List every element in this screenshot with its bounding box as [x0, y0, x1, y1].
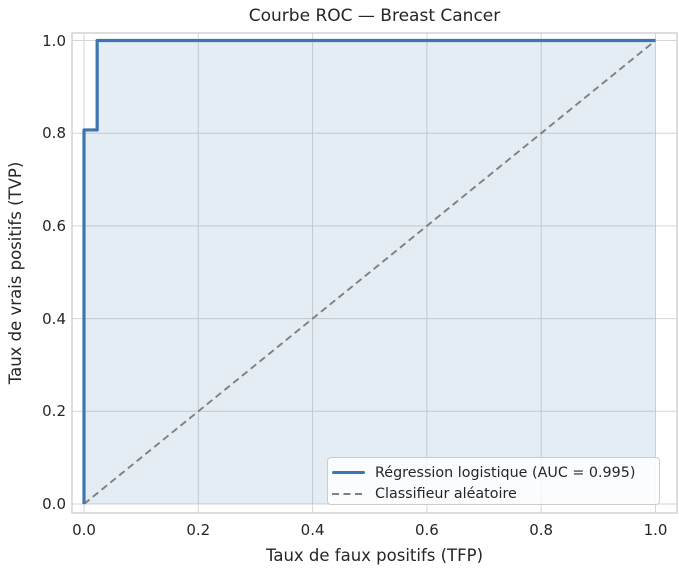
random-classifier-line	[83, 39, 657, 505]
roc-curve-line	[82, 38, 656, 504]
legend-solid-line-sample	[332, 470, 365, 475]
y-tick-label: 0.2	[42, 402, 66, 421]
x-tick-label: 1.0	[643, 521, 668, 539]
legend-entry-logistic-regression: Régression logistique (AUC = 0.995)	[332, 462, 659, 483]
chart-title: Courbe ROC — Breast Cancer	[248, 6, 501, 26]
x-tick-label: 0.6	[414, 521, 439, 539]
y-tick-label: 0.8	[42, 124, 66, 143]
legend-label-random-classifier: Classifieur aléatoire	[375, 485, 517, 502]
x-tick-label: 0.8	[529, 521, 554, 539]
y-axis-label: Taux de vrais positifs (TVP)	[6, 161, 25, 385]
legend: Régression logistique (AUC = 0.995) Clas…	[327, 457, 660, 505]
legend-entry-random-classifier: Classifieur aléatoire	[332, 483, 659, 504]
axes-spines	[71, 32, 678, 514]
y-tick-label: 0.4	[42, 309, 66, 328]
x-tick-label: 0.0	[72, 521, 96, 539]
legend-dashed-line-sample	[332, 492, 365, 495]
y-tick-label: 0.0	[42, 495, 66, 513]
x-tick-label: 0.4	[300, 521, 325, 539]
y-tick-label: 0.6	[42, 216, 66, 235]
y-tick-label: 1.0	[42, 31, 66, 50]
legend-label-logistic-regression: Régression logistique (AUC = 0.995)	[375, 464, 636, 481]
x-axis-label: Taux de faux positifs (TFP)	[265, 546, 484, 565]
x-tick-label: 0.2	[186, 521, 211, 539]
